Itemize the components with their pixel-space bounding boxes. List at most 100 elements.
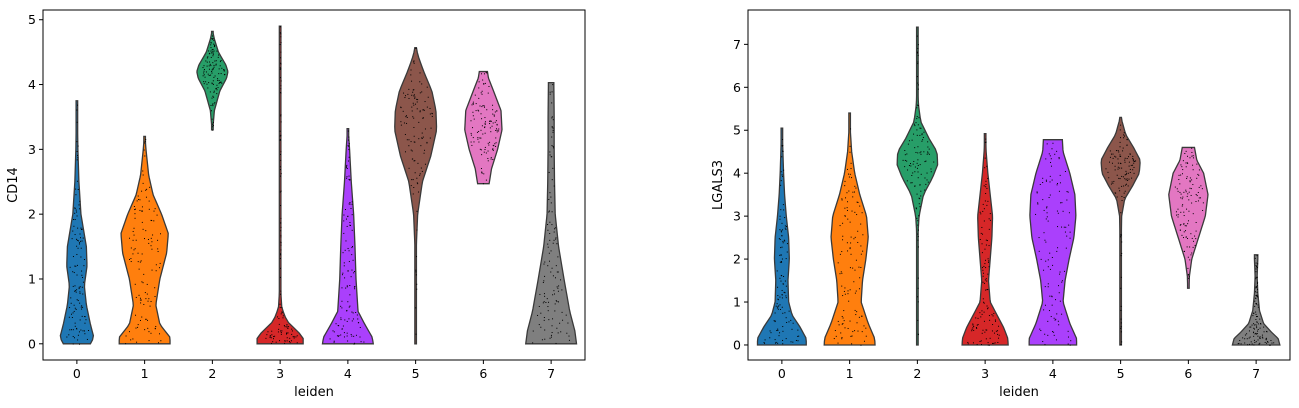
- violin-lgals3-cluster-4: [1028, 139, 1078, 346]
- data-point: [146, 188, 148, 190]
- data-point: [916, 107, 918, 109]
- data-point: [997, 330, 999, 332]
- data-point: [1266, 342, 1268, 344]
- data-point: [203, 83, 205, 85]
- data-point: [335, 323, 337, 325]
- data-point: [1056, 210, 1058, 212]
- data-point: [483, 83, 485, 85]
- data-point: [914, 125, 916, 127]
- data-point: [410, 149, 412, 151]
- data-point: [842, 323, 844, 325]
- data-point: [140, 260, 142, 262]
- data-point: [76, 264, 78, 266]
- data-point: [158, 267, 160, 269]
- points-lgals3-cluster-0: [763, 139, 800, 345]
- data-point: [854, 269, 856, 271]
- data-point: [148, 208, 150, 210]
- data-point: [1042, 177, 1044, 179]
- data-point: [780, 230, 782, 232]
- data-point: [213, 64, 215, 66]
- data-point: [134, 217, 136, 219]
- data-point: [917, 159, 919, 161]
- data-point: [1056, 250, 1058, 252]
- data-point: [989, 319, 991, 321]
- data-point: [763, 342, 765, 344]
- data-point: [848, 300, 850, 302]
- data-point: [341, 274, 343, 276]
- data-point: [1259, 337, 1261, 339]
- data-point: [1189, 177, 1191, 179]
- data-point: [78, 204, 80, 206]
- data-point: [213, 76, 215, 78]
- data-point: [551, 91, 553, 93]
- data-point: [1055, 339, 1057, 341]
- data-point: [413, 126, 415, 128]
- data-point: [552, 145, 554, 147]
- data-point: [1257, 295, 1259, 297]
- data-point: [419, 81, 421, 83]
- data-point: [1182, 196, 1184, 198]
- data-point: [861, 212, 863, 214]
- data-point: [551, 116, 553, 118]
- data-point: [216, 93, 218, 95]
- data-point: [1125, 179, 1127, 181]
- data-point: [208, 82, 210, 84]
- data-point: [1042, 341, 1044, 343]
- data-point: [906, 180, 908, 182]
- data-point: [280, 151, 282, 153]
- data-point: [776, 270, 778, 272]
- data-point: [279, 135, 281, 137]
- data-point: [418, 138, 420, 140]
- data-point: [414, 141, 416, 143]
- data-point: [286, 325, 288, 327]
- data-point: [1135, 160, 1137, 162]
- data-point: [859, 205, 861, 207]
- data-point: [917, 220, 919, 222]
- data-point: [415, 307, 417, 309]
- data-point: [532, 342, 534, 344]
- data-point: [426, 141, 428, 143]
- data-point: [857, 201, 859, 203]
- data-point: [558, 285, 560, 287]
- data-point: [417, 162, 419, 164]
- violin-cd14-cluster-4: [321, 127, 375, 345]
- data-point: [211, 49, 213, 51]
- data-point: [295, 336, 297, 338]
- data-point: [287, 332, 289, 334]
- data-point: [1043, 232, 1045, 234]
- data-point: [133, 206, 135, 208]
- data-point: [1059, 273, 1061, 275]
- data-point: [135, 239, 137, 241]
- data-point: [494, 111, 496, 113]
- data-point: [850, 128, 852, 130]
- data-point: [212, 55, 214, 57]
- data-point: [1120, 322, 1122, 324]
- data-point: [212, 121, 214, 123]
- data-point: [987, 342, 989, 344]
- data-point: [1180, 224, 1182, 226]
- data-point: [1257, 296, 1259, 298]
- data-point: [354, 342, 356, 344]
- data-point: [275, 341, 277, 343]
- data-point: [917, 84, 919, 86]
- data-point: [861, 331, 863, 333]
- data-point: [492, 158, 494, 160]
- data-point: [280, 236, 282, 238]
- data-point: [1059, 174, 1061, 176]
- data-point: [1244, 342, 1246, 344]
- data-point: [544, 275, 546, 277]
- data-point: [1259, 342, 1261, 344]
- data-point: [473, 141, 475, 143]
- data-point: [844, 215, 846, 217]
- data-point: [1256, 283, 1258, 285]
- data-point: [780, 231, 782, 233]
- data-point: [219, 65, 221, 67]
- data-point: [568, 339, 570, 341]
- data-point: [351, 247, 353, 249]
- data-point: [1037, 202, 1039, 204]
- data-point: [132, 338, 134, 340]
- data-point: [410, 69, 412, 71]
- points-cd14-cluster-4: [329, 130, 365, 345]
- data-point: [76, 121, 78, 123]
- data-point: [74, 285, 76, 287]
